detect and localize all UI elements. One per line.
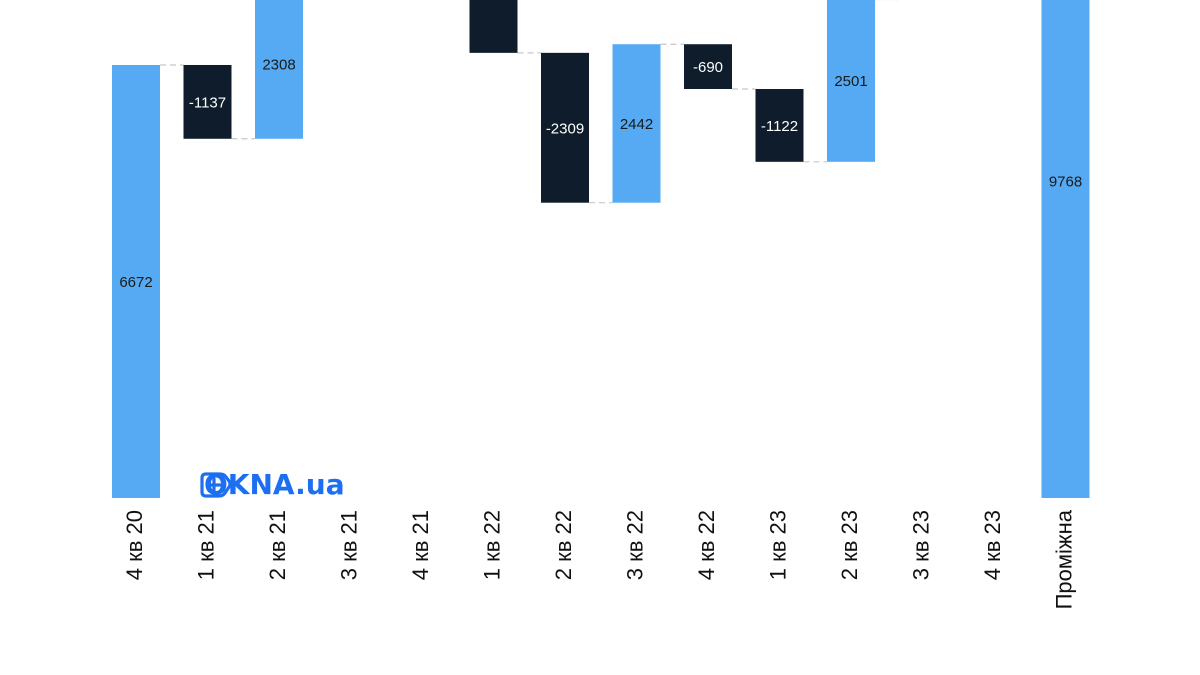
data-label-6: -2309	[546, 120, 584, 137]
x-tick-label-10: 2 кв 23	[837, 510, 862, 580]
data-label-9: -1122	[761, 118, 798, 135]
x-tick-label-9: 1 кв 23	[766, 510, 791, 580]
x-tick-label-4: 4 кв 21	[408, 510, 433, 580]
bar-9	[755, 89, 804, 162]
bar-10	[827, 0, 875, 162]
x-tick-label-7: 3 кв 22	[623, 510, 648, 580]
x-tick-label-6: 2 кв 22	[551, 510, 576, 580]
x-tick-label-8: 4 кв 22	[694, 510, 719, 580]
x-tick-label-2: 2 кв 21	[265, 510, 290, 580]
bar-6	[541, 52, 589, 203]
data-label-0: 6672	[119, 274, 152, 291]
x-tick-label-5: 1 кв 22	[480, 510, 505, 580]
x-tick-label-13: Проміжна	[1052, 509, 1077, 609]
x-tick-label-1: 1 кв 21	[194, 510, 219, 580]
data-label-7: 2442	[620, 116, 653, 133]
data-label-2: 2308	[262, 56, 295, 73]
data-label-13: 9768	[1049, 174, 1082, 191]
data-label-8: -690	[693, 59, 723, 76]
bar-13	[1041, 0, 1090, 498]
logo: OKNA.ua	[198, 468, 345, 501]
x-tick-label-12: 4 кв 23	[980, 510, 1005, 580]
x-tick-label-0: 4 кв 20	[122, 510, 147, 580]
bar-1	[183, 64, 232, 139]
bar-8	[684, 44, 732, 90]
x-tick-label-3: 3 кв 21	[337, 510, 362, 580]
bar-5	[469, 0, 518, 53]
data-label-1: -1137	[189, 94, 226, 111]
x-tick-label-11: 3 кв 23	[909, 510, 934, 580]
data-label-10: 2501	[834, 73, 867, 90]
logo-text: OKNA.ua	[204, 468, 345, 501]
bar-0	[112, 64, 160, 499]
bar-2	[255, 0, 303, 139]
bar-7	[612, 44, 661, 203]
